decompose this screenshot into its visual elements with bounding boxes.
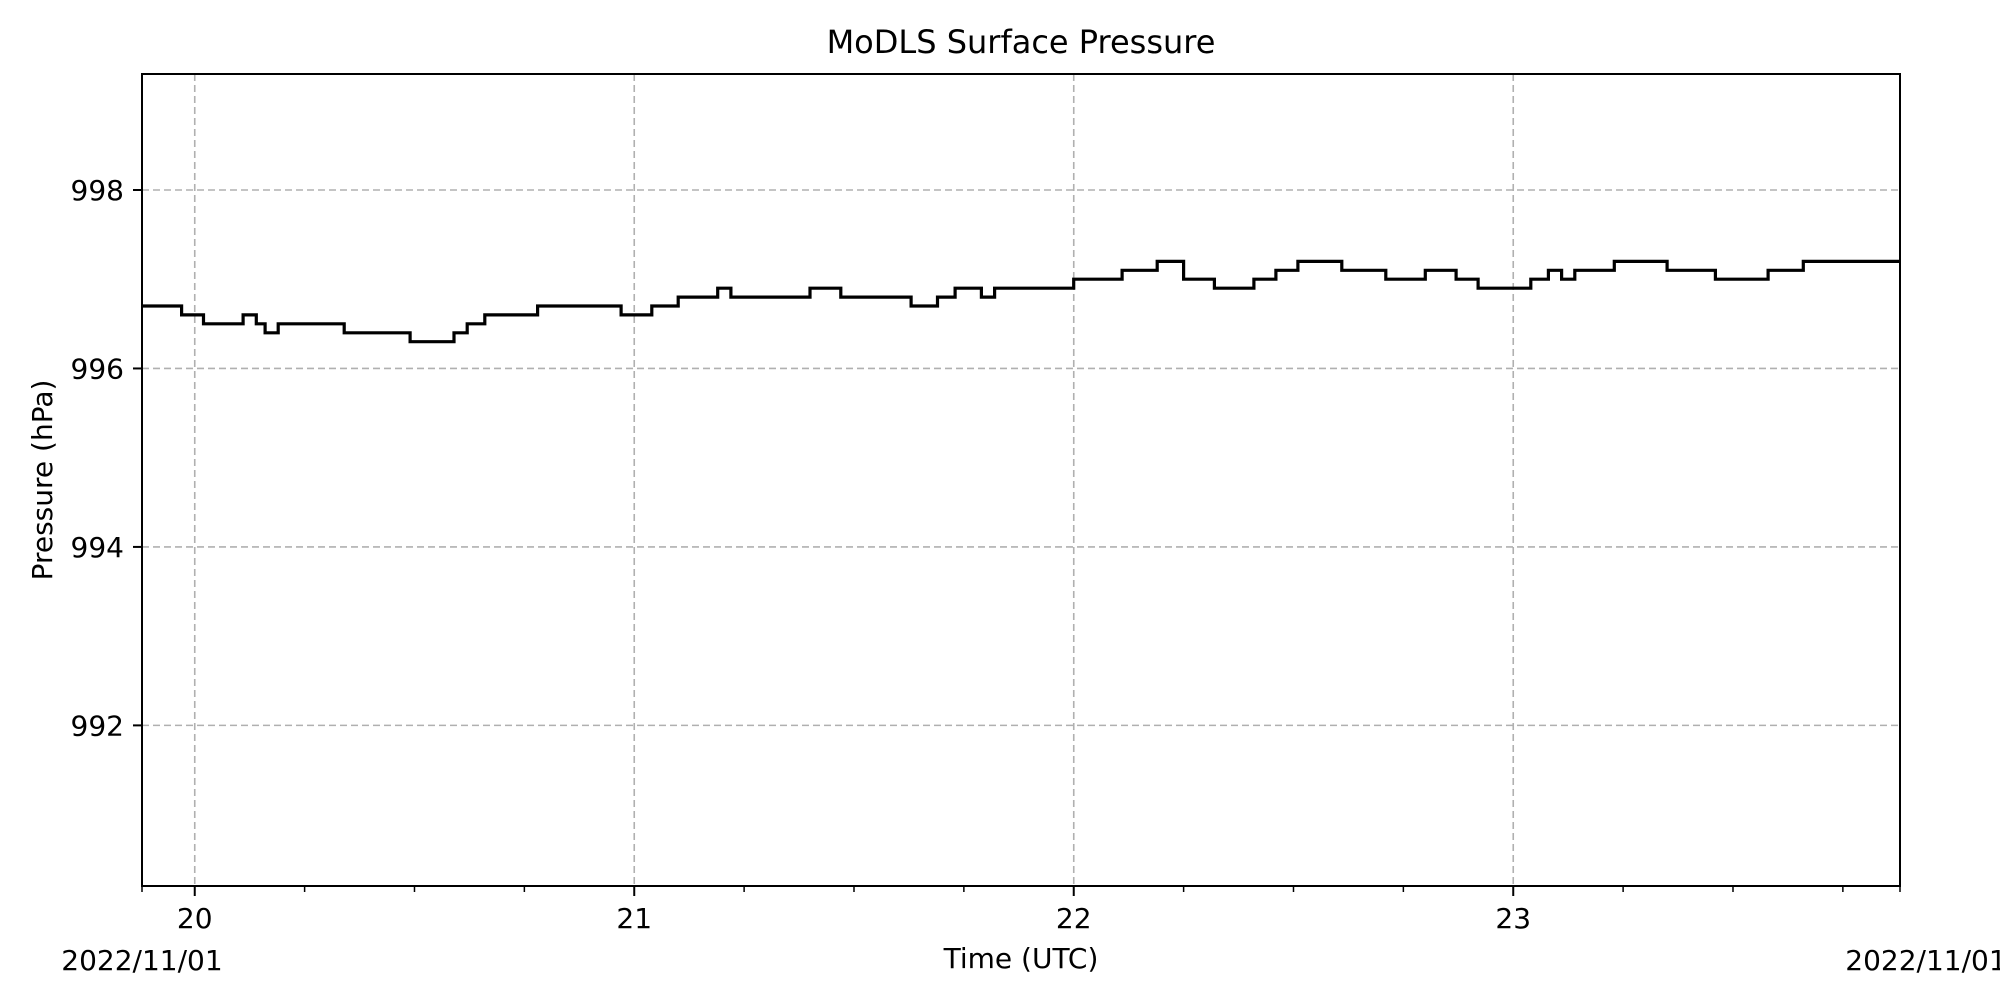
- y-axis: 992 994 996 998: [71, 174, 142, 742]
- x-tick-label: 22: [1056, 902, 1092, 935]
- x-tick-label: 20: [177, 902, 213, 935]
- pressure-series-line: [142, 259, 1900, 344]
- y-axis-label: Pressure (hPa): [26, 380, 59, 581]
- plot-frame: [141, 73, 1901, 887]
- x-axis-start-date: 2022/11/01: [61, 944, 222, 977]
- x-gridlines: [193, 74, 1515, 886]
- y-tick-label: 998: [71, 174, 124, 207]
- y-tick-label: 992: [71, 709, 124, 742]
- chart-title: MoDLS Surface Pressure: [827, 23, 1216, 61]
- y-gridlines: [142, 189, 1900, 727]
- x-tick-label: 21: [616, 902, 652, 935]
- x-tick-label: 23: [1495, 902, 1531, 935]
- x-axis: 20 21 22 23: [141, 886, 1901, 935]
- x-axis-end-date: 2022/11/01: [1845, 944, 2000, 977]
- x-axis-label: Time (UTC): [943, 942, 1099, 975]
- y-tick-label: 994: [71, 531, 124, 564]
- y-tick-label: 996: [71, 352, 124, 385]
